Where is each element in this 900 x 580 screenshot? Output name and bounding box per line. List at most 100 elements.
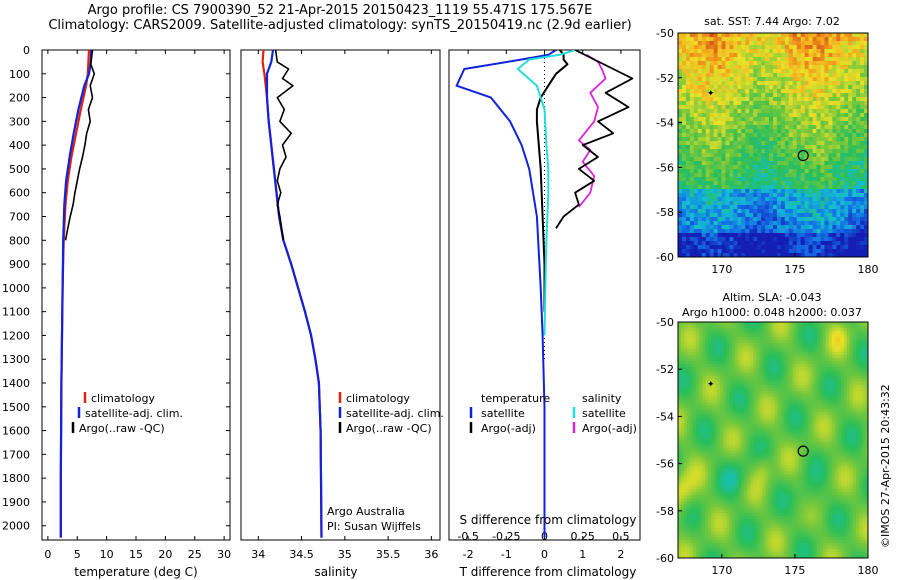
- heatmap-cell: [757, 149, 762, 154]
- heatmap-cell: [741, 477, 745, 481]
- heatmap-cell: [729, 372, 733, 377]
- heatmap-cell: [800, 93, 806, 98]
- heatmap-cell: [738, 423, 742, 427]
- heatmap-cell: [800, 209, 806, 214]
- heatmap-cell: [750, 516, 754, 520]
- heatmap-cell: [693, 390, 697, 395]
- heatmap-cell: [720, 471, 724, 475]
- heatmap-cell: [678, 141, 683, 146]
- heatmap-cell: [792, 237, 798, 242]
- heatmap-cell: [693, 444, 697, 448]
- heatmap-cell: [717, 417, 721, 421]
- heatmap-cell: [720, 348, 724, 353]
- heatmap-cell: [689, 209, 695, 214]
- heatmap-cell: [864, 245, 869, 250]
- heatmap-cell: [757, 137, 762, 142]
- heatmap-cell: [796, 117, 802, 122]
- heatmap-cell: [741, 161, 746, 166]
- heatmap-cell: [708, 486, 712, 490]
- heatmap-cell: [709, 41, 715, 46]
- heatmap-cell: [753, 197, 758, 202]
- heatmap-cell: [717, 441, 721, 445]
- heatmap-cell: [713, 89, 718, 94]
- heatmap-cell: [800, 169, 806, 174]
- heatmap-cell: [717, 209, 722, 214]
- heatmap-cell: [714, 537, 718, 541]
- heatmap-cell: [687, 450, 691, 454]
- heatmap-cell: [800, 33, 806, 38]
- heatmap-cell: [720, 435, 724, 439]
- heatmap-cell: [717, 89, 722, 94]
- heatmap-cell: [832, 73, 837, 78]
- heatmap-cell: [796, 181, 802, 186]
- heatmap-cell: [769, 61, 774, 66]
- heatmap-cell: [693, 57, 699, 62]
- heatmap-cell: [749, 165, 754, 170]
- difference-panel: -2 -1 0 1 2 -0.5 -0.25 0 0.25 0.5 S difference f…: [448, 49, 641, 579]
- heatmap-cell: [708, 402, 712, 407]
- heatmap-cell: [684, 393, 688, 398]
- heatmap-cell: [687, 555, 691, 559]
- heatmap-cell: [765, 165, 770, 170]
- heatmap-cell: [723, 549, 727, 553]
- heatmap-cell: [685, 85, 691, 90]
- heatmap-cell: [741, 432, 745, 436]
- heatmap-cell: [729, 185, 734, 190]
- heatmap-cell: [864, 117, 869, 122]
- heatmap-cell: [860, 205, 865, 210]
- heatmap-cell: [696, 387, 700, 392]
- heatmap-cell: [733, 141, 738, 146]
- heatmap-cell: [699, 444, 703, 448]
- heatmap-cell: [860, 49, 865, 54]
- heatmap-cell: [717, 450, 721, 454]
- heatmap-cell: [824, 65, 829, 70]
- heatmap-cell: [735, 411, 739, 416]
- heatmap-cell: [701, 121, 707, 126]
- heatmap-cell: [776, 253, 782, 258]
- heatmap-cell: [697, 129, 703, 134]
- heatmap-cell: [741, 193, 746, 198]
- heatmap-cell: [747, 549, 751, 553]
- heatmap-cell: [812, 53, 817, 58]
- heatmap-cell: [717, 221, 722, 226]
- heatmap-cell: [729, 399, 733, 404]
- heatmap-cell: [699, 513, 703, 517]
- heatmap-cell: [705, 157, 711, 162]
- heatmap-cell: [804, 173, 810, 178]
- heatmap-cell: [753, 333, 757, 338]
- heatmap-cell: [737, 209, 742, 214]
- heatmap-cell: [681, 516, 685, 520]
- heatmap-cell: [708, 468, 712, 472]
- heatmap-cell: [705, 513, 709, 517]
- heatmap-cell: [856, 101, 861, 106]
- heatmap-cell: [689, 201, 695, 206]
- heatmap-cell: [699, 435, 703, 439]
- heatmap-cell: [796, 37, 802, 42]
- heatmap-cell: [717, 141, 722, 146]
- heatmap-cell: [708, 327, 712, 332]
- heatmap-cell: [708, 357, 712, 362]
- heatmap-cell: [729, 447, 733, 451]
- heatmap-cell: [732, 420, 736, 424]
- heatmap-cell: [678, 81, 683, 86]
- heatmap-cell: [744, 534, 748, 538]
- heatmap-cell: [697, 93, 703, 98]
- heatmap-cell: [732, 528, 736, 532]
- heatmap-cell: [812, 225, 817, 230]
- heatmap-cell: [721, 205, 726, 210]
- heatmap-cell: [697, 209, 703, 214]
- heatmap-cell: [741, 414, 745, 418]
- heatmap-cell: [735, 444, 739, 448]
- heatmap-cell: [769, 137, 774, 142]
- heatmap-cell: [729, 37, 734, 42]
- heatmap-cell: [725, 145, 730, 150]
- heatmap-cell: [836, 173, 841, 178]
- heatmap-cell: [717, 504, 721, 508]
- heatmap-cell: [685, 77, 691, 82]
- heatmap-cell: [750, 408, 754, 413]
- heatmap-cell: [699, 501, 703, 505]
- heatmap-cell: [681, 525, 685, 529]
- heatmap-cell: [776, 213, 782, 218]
- heatmap-cell: [773, 209, 778, 214]
- heatmap-cell: [717, 249, 722, 254]
